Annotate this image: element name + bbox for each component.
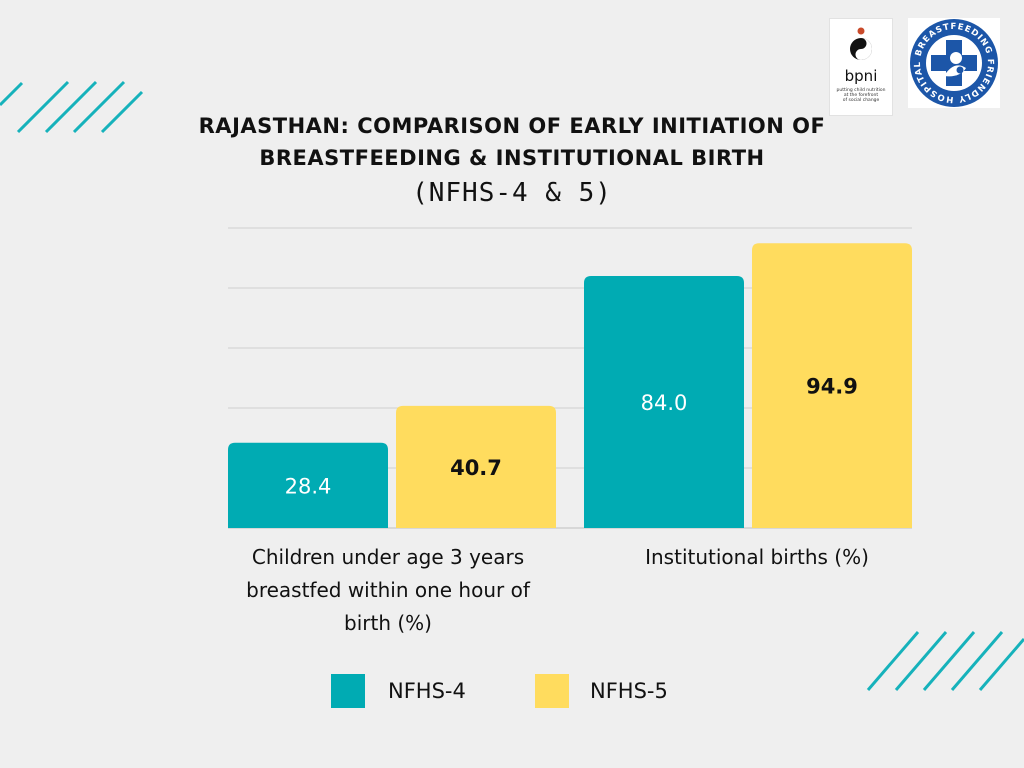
bar-nfhs-5-1 [752, 243, 912, 529]
bpni-tagline-1: putting child nutrition [837, 87, 886, 93]
bpni-tagline-3: of social change [843, 97, 880, 103]
legend-swatch-nfhs-4 [331, 674, 365, 708]
category-label-0-line-0: Children under age 3 years [252, 545, 524, 569]
legend-label-nfhs-4: NFHS-4 [388, 679, 466, 703]
bpni-emblem-icon: bpni putting child nutrition at the fore… [837, 27, 886, 103]
data-label-nfhs-5-1: 94.9 [806, 375, 858, 399]
chart-title-line1: RAJASTHAN: COMPARISON OF EARLY INITIATIO… [198, 114, 826, 138]
stripes-top-left [0, 80, 144, 134]
bars: 28.4 84.0 40.7 94.9 [228, 243, 912, 529]
bpni-name: bpni [845, 67, 878, 85]
data-label-nfhs-5-0: 40.7 [450, 456, 502, 480]
bpni-tagline-2: at the forefront [844, 92, 879, 98]
bpni-logo: bpni putting child nutrition at the fore… [829, 18, 893, 116]
bfh-logo: BREASTFEEDING FRIENDLY HOSPITAL [908, 18, 1000, 108]
data-label-nfhs-4-0: 28.4 [285, 474, 332, 498]
data-label-nfhs-4-1: 84.0 [641, 391, 688, 415]
legend: NFHS-4 NFHS-5 [331, 674, 668, 708]
legend-label-nfhs-5: NFHS-5 [590, 679, 668, 703]
category-label-0-line-2: birth (%) [344, 611, 432, 635]
category-label-0-line-1: breastfed within one hour of [246, 578, 531, 602]
legend-swatch-nfhs-5 [535, 674, 569, 708]
bfh-seal-icon: BREASTFEEDING FRIENDLY HOSPITAL [910, 19, 998, 107]
bar-nfhs-4-0 [228, 442, 388, 528]
chart-subtitle: (NFHS-4 & 5) [412, 178, 612, 208]
category-labels: Children under age 3 years breastfed with… [246, 545, 869, 635]
category-label-1-line-0: Institutional births (%) [645, 545, 869, 569]
chart-title-line2: BREASTFEEDING & INSTITUTIONAL BIRTH [259, 146, 765, 170]
stripes-bottom-right [866, 631, 1024, 691]
bar-nfhs-4-1 [584, 276, 744, 528]
bar-nfhs-5-0 [396, 405, 556, 528]
